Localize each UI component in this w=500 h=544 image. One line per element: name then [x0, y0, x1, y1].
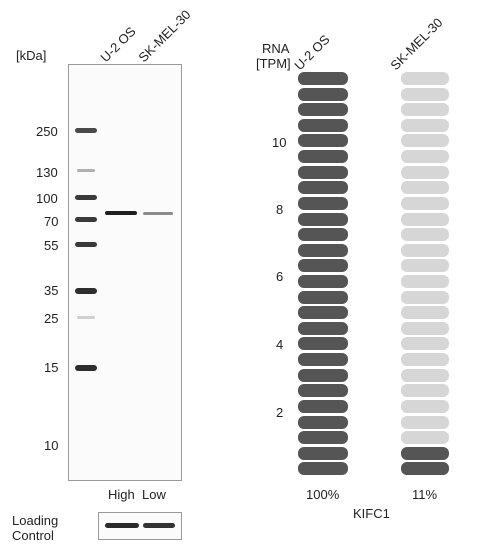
- rna-segment-u2os: [298, 134, 348, 148]
- rna-segment-u2os: [298, 337, 348, 351]
- rna-segment-skmel30: [401, 290, 449, 304]
- rna-bar-column-skmel30: [401, 72, 449, 478]
- rna-segment-u2os: [298, 353, 348, 367]
- rna-bar-column-u2os: [298, 72, 348, 478]
- rna-segment-u2os: [298, 368, 348, 382]
- rna-segment-u2os: [298, 431, 348, 445]
- rna-segment-skmel30: [401, 165, 449, 179]
- loading-control-blot: [98, 512, 182, 540]
- loading-band-low: [143, 523, 175, 528]
- rna-axis-tick-2: 2: [276, 405, 284, 420]
- rna-segment-skmel30: [401, 431, 449, 445]
- loading-band-high: [105, 523, 139, 528]
- rna-sample-label-skmel30: SK-MEL-30: [387, 14, 446, 74]
- marker-label-15: 15: [44, 360, 59, 375]
- rna-segment-skmel30: [401, 118, 449, 132]
- rna-segment-skmel30: [401, 103, 449, 117]
- sample-band-u2os: [105, 211, 137, 215]
- rna-segment-u2os: [298, 321, 348, 335]
- rna-segment-skmel30: [401, 368, 449, 382]
- rna-axis-tick-6: 6: [276, 269, 284, 284]
- marker-label-70: 70: [44, 214, 59, 229]
- rna-segment-skmel30: [401, 181, 449, 195]
- rna-segment-skmel30: [401, 134, 449, 148]
- kda-label: [kDa]: [16, 48, 47, 63]
- rna-segment-u2os: [298, 306, 348, 320]
- rna-segment-skmel30: [401, 399, 449, 413]
- rna-segment-skmel30: [401, 353, 449, 367]
- rna-sample-label-u2os: U-2 OS: [291, 31, 333, 73]
- ladder-band-15: [75, 365, 97, 371]
- sample-band-skmel30: [143, 212, 173, 215]
- rna-percent-u2os: 100%: [306, 487, 340, 502]
- loading-control-label-line1: Loading: [12, 513, 59, 528]
- rna-segment-skmel30: [401, 72, 449, 85]
- rna-axis-tick-8: 8: [276, 202, 284, 217]
- rna-segment-u2os: [298, 259, 348, 273]
- rna-segment-u2os: [298, 275, 348, 288]
- rna-segment-u2os: [298, 165, 348, 179]
- rna-segment-u2os: [298, 243, 348, 257]
- rna-header-line1: RNA: [262, 41, 290, 56]
- rna-segment-u2os: [298, 399, 348, 413]
- ladder-band-55: [75, 242, 97, 247]
- rna-segment-u2os: [298, 72, 348, 85]
- lane-label-u2os: U-2 OS: [97, 23, 139, 65]
- rna-segment-skmel30: [401, 212, 449, 226]
- marker-label-250: 250: [36, 124, 58, 139]
- rna-segment-u2os: [298, 212, 348, 226]
- rna-segment-skmel30: [401, 415, 449, 429]
- rna-segment-skmel30: [401, 196, 449, 210]
- rna-segment-skmel30: [401, 259, 449, 273]
- rna-segment-u2os: [298, 290, 348, 304]
- rna-axis-tick-4: 4: [276, 337, 284, 352]
- rna-segment-skmel30: [401, 384, 449, 398]
- marker-label-10: 10: [44, 438, 59, 453]
- rna-percent-skmel30: 11%: [412, 487, 438, 502]
- rna-segment-skmel30: [401, 243, 449, 257]
- rna-segment-u2os: [298, 384, 348, 398]
- load-label-low: Low: [142, 487, 166, 502]
- rna-segment-skmel30: [401, 150, 449, 164]
- marker-label-130: 130: [36, 165, 58, 180]
- rna-segment-skmel30: [401, 446, 449, 460]
- rna-segment-u2os: [298, 446, 348, 460]
- load-label-high: High: [108, 487, 135, 502]
- rna-segment-u2os: [298, 415, 348, 429]
- rna-segment-u2os: [298, 462, 348, 476]
- ladder-band-25: [77, 316, 95, 319]
- rna-segment-u2os: [298, 118, 348, 132]
- marker-label-55: 55: [44, 238, 59, 253]
- rna-segment-u2os: [298, 87, 348, 101]
- gene-name: KIFC1: [353, 506, 390, 521]
- marker-label-35: 35: [44, 283, 59, 298]
- rna-header-line2: [TPM]: [256, 56, 291, 71]
- rna-segment-u2os: [298, 181, 348, 195]
- rna-axis-tick-10: 10: [272, 135, 287, 150]
- lane-label-skmel30: SK-MEL-30: [135, 6, 194, 66]
- ladder-band-70: [75, 217, 97, 222]
- rna-segment-skmel30: [401, 228, 449, 242]
- rna-segment-u2os: [298, 228, 348, 242]
- western-blot-image: [68, 64, 182, 481]
- rna-segment-u2os: [298, 150, 348, 164]
- rna-segment-skmel30: [401, 321, 449, 335]
- ladder-band-130: [77, 169, 95, 172]
- ladder-band-35: [75, 288, 97, 294]
- ladder-band-250: [75, 128, 97, 133]
- loading-control-label-line2: Control: [12, 528, 54, 543]
- marker-label-100: 100: [36, 191, 58, 206]
- rna-segment-u2os: [298, 103, 348, 117]
- rna-segment-skmel30: [401, 275, 449, 288]
- rna-segment-skmel30: [401, 306, 449, 320]
- ladder-band-100: [75, 195, 97, 200]
- rna-segment-skmel30: [401, 462, 449, 476]
- rna-segment-skmel30: [401, 87, 449, 101]
- marker-label-25: 25: [44, 311, 59, 326]
- rna-segment-skmel30: [401, 337, 449, 351]
- rna-segment-u2os: [298, 196, 348, 210]
